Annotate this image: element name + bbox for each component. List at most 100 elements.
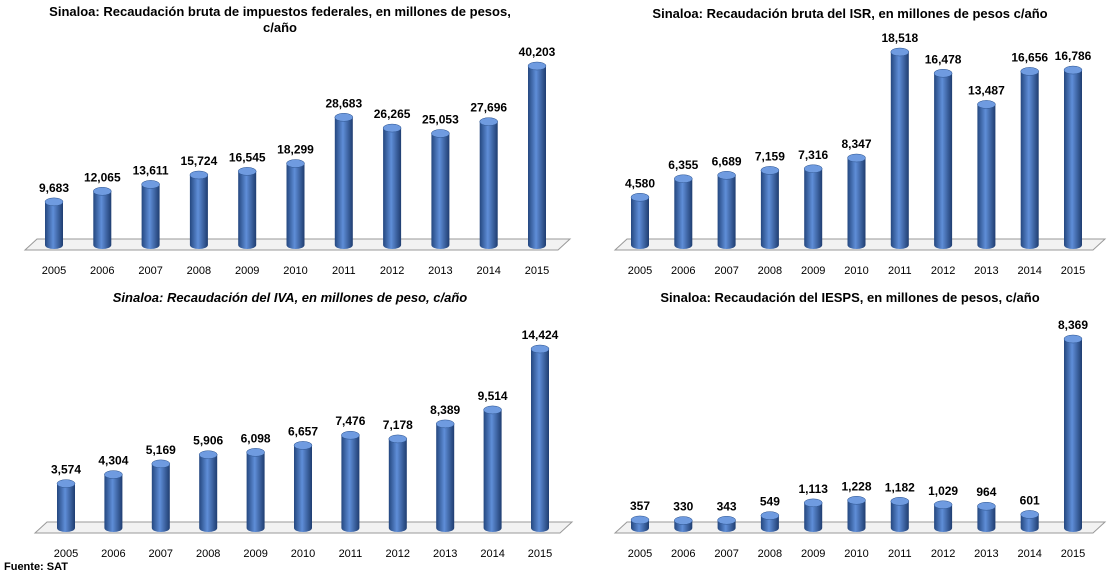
- bar-top: [479, 117, 498, 126]
- bar: [341, 431, 360, 532]
- x-tick-label: 2007: [714, 265, 738, 277]
- value-label: 13,611: [133, 163, 169, 177]
- value-label: 601: [1020, 493, 1040, 507]
- bar: [104, 470, 123, 532]
- bar-top: [890, 497, 910, 506]
- bar-top: [382, 123, 402, 133]
- bar-top: [717, 171, 736, 180]
- x-tick-label: 2014: [1017, 265, 1041, 277]
- value-label: 40,203: [519, 45, 556, 59]
- x-tick-label: 2008: [758, 265, 782, 277]
- x-tick-label: 2006: [671, 265, 695, 277]
- bar: [238, 167, 257, 250]
- value-label: 16,786: [1055, 49, 1092, 63]
- x-tick-label: 2005: [42, 265, 66, 277]
- value-label: 13,487: [968, 83, 1005, 97]
- value-label: 1,228: [841, 479, 871, 493]
- bar: [246, 448, 265, 532]
- bar-top: [933, 69, 953, 78]
- x-tick-label: 2015: [528, 548, 552, 560]
- bar: [804, 164, 823, 249]
- value-label: 4,580: [625, 176, 655, 190]
- x-tick-label: 2009: [801, 265, 825, 277]
- bar-top: [44, 197, 64, 207]
- value-label: 6,657: [288, 424, 318, 438]
- bar-top: [1020, 510, 1039, 519]
- x-tick-label: 2011: [888, 265, 912, 277]
- bar-top: [286, 159, 305, 168]
- bar-top: [977, 100, 996, 109]
- bar-top: [760, 511, 780, 520]
- x-tick-label: 2009: [243, 548, 267, 560]
- x-tick-label: 2012: [931, 265, 955, 277]
- bar-top: [56, 479, 76, 488]
- bar-top: [1063, 334, 1083, 344]
- value-label: 7,159: [755, 149, 785, 163]
- value-label: 16,478: [925, 52, 962, 66]
- value-label: 26,265: [374, 107, 411, 121]
- bar: [431, 129, 450, 249]
- x-tick-label: 2014: [476, 265, 500, 277]
- bar: [890, 48, 909, 249]
- bar-top: [890, 47, 910, 57]
- chart-title: Sinaloa: Recaudación bruta de impuestos …: [49, 4, 511, 35]
- value-label: 16,545: [229, 150, 266, 164]
- bar: [631, 193, 649, 249]
- x-tick-label: 2015: [525, 265, 549, 277]
- x-tick-label: 2006: [101, 548, 125, 560]
- bar: [1064, 335, 1082, 532]
- bar: [383, 124, 402, 249]
- value-label: 27,696: [470, 101, 507, 115]
- value-label: 6,355: [668, 158, 698, 172]
- bar: [141, 180, 160, 249]
- value-label: 8,347: [841, 137, 871, 151]
- value-label: 18,518: [881, 31, 918, 45]
- x-tick-label: 2010: [291, 548, 315, 560]
- value-label: 8,389: [430, 403, 460, 417]
- x-tick-label: 2012: [380, 265, 404, 277]
- value-label: 25,053: [422, 112, 459, 126]
- x-tick-label: 2011: [339, 548, 363, 560]
- x-tick-label: 2006: [90, 265, 114, 277]
- bar-top: [388, 434, 408, 444]
- bar-top: [630, 193, 650, 202]
- value-label: 12,065: [84, 170, 121, 184]
- x-tick-label: 2009: [801, 548, 825, 560]
- bar: [1064, 66, 1082, 249]
- bar: [890, 497, 909, 532]
- value-label: 9,514: [478, 389, 508, 403]
- value-label: 1,182: [885, 480, 915, 494]
- bar-top: [674, 516, 693, 525]
- x-tick-label: 2012: [931, 548, 955, 560]
- x-tick-label: 2007: [138, 265, 162, 277]
- bar-top: [431, 129, 450, 138]
- bar: [93, 187, 112, 249]
- value-label: 28,683: [325, 96, 362, 110]
- value-label: 964: [976, 485, 996, 499]
- bar-top: [246, 448, 265, 457]
- bar-top: [933, 500, 953, 510]
- x-tick-label: 2014: [1017, 548, 1041, 560]
- x-tick-label: 2012: [386, 548, 410, 560]
- value-label: 1,029: [928, 484, 958, 498]
- x-tick-label: 2007: [149, 548, 173, 560]
- value-label: 5,906: [193, 434, 223, 448]
- bar: [934, 69, 953, 249]
- source: Fuente: SAT: [4, 561, 68, 573]
- chart-title: Sinaloa: Recaudación del IVA, en millone…: [112, 290, 468, 305]
- value-label: 8,369: [1058, 318, 1088, 332]
- bar: [717, 171, 736, 249]
- value-label: 9,683: [39, 181, 69, 195]
- value-label: 1,113: [799, 482, 829, 496]
- bar: [57, 479, 75, 532]
- bar-top: [483, 405, 502, 415]
- bar: [199, 450, 218, 532]
- chart-title: Sinaloa: Recaudación del IESPS, en millo…: [660, 290, 1040, 305]
- bar: [804, 498, 823, 532]
- value-label: 6,098: [241, 431, 271, 445]
- value-label: 15,724: [181, 154, 218, 168]
- value-label: 343: [717, 499, 737, 513]
- value-label: 330: [673, 500, 693, 514]
- bar-top: [198, 450, 218, 459]
